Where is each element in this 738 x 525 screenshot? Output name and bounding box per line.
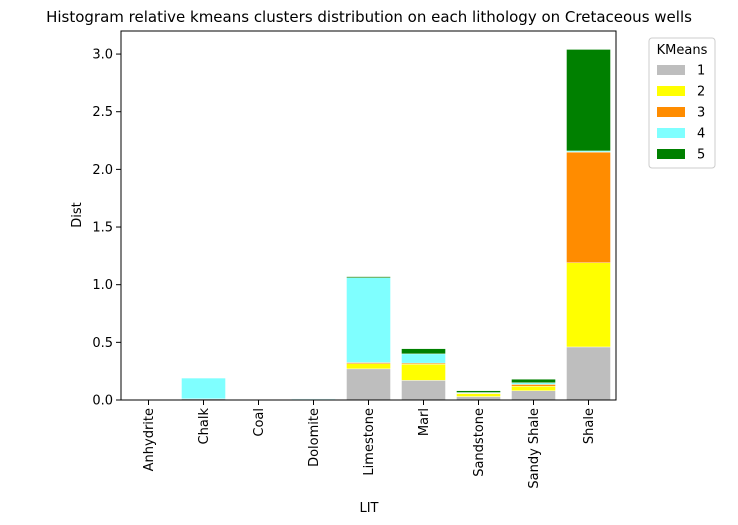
- legend-swatch-2: [657, 86, 685, 96]
- legend-items: 1 2 3 4 5: [657, 64, 705, 163]
- bar-shale-cluster-5: [566, 49, 611, 152]
- x-tick-label: Shale: [582, 408, 597, 444]
- bar-sandstone-cluster-2: [456, 393, 501, 397]
- legend-swatch-5: [657, 149, 685, 159]
- x-axis-label: LIT: [359, 501, 378, 516]
- legend-label-1: 1: [697, 64, 705, 79]
- bar-limestone-cluster-2: [346, 363, 391, 370]
- y-tick-label: 0.5: [92, 336, 113, 351]
- bar-sandy-shale-cluster-1: [511, 390, 556, 401]
- x-tick-label: Anhydrite: [142, 408, 157, 471]
- x-tick-label: Marl: [417, 408, 432, 436]
- bar-sandy-shale-cluster-2: [511, 385, 556, 391]
- legend-label-3: 3: [697, 106, 705, 121]
- bar-marl-cluster-1: [401, 380, 446, 401]
- bar-limestone-cluster-5: [346, 276, 391, 278]
- bar-chalk-cluster-4: [181, 377, 226, 400]
- legend-swatch-4: [657, 128, 685, 138]
- y-axis-label: Dist: [70, 202, 85, 228]
- x-tick-label: Dolomite: [307, 408, 322, 467]
- legend-swatch-1: [657, 65, 685, 75]
- y-tick-label: 2.0: [92, 163, 113, 178]
- bar-marl-cluster-4: [401, 353, 446, 364]
- bar-sandy-shale-cluster-5: [511, 379, 556, 383]
- bar-sandy-shale-cluster-4: [511, 382, 556, 385]
- bar-marl-cluster-2: [401, 364, 446, 381]
- x-tick-label: Chalk: [197, 408, 212, 445]
- y-tick-label: 1.0: [92, 278, 113, 293]
- y-tick-label: 0.0: [92, 394, 113, 409]
- x-tick-label: Sandstone: [472, 408, 487, 477]
- bar-shale-cluster-2: [566, 262, 611, 348]
- bar-dolomite-cluster-4: [291, 398, 336, 400]
- y-tick-label: 3.0: [92, 48, 113, 63]
- bar-sandstone-cluster-1: [456, 396, 501, 401]
- x-tick-label: Sandy Shale: [527, 408, 542, 489]
- x-tick-label: Limestone: [362, 408, 377, 476]
- x-axis: Anhydrite Chalk Coal Dolomite Limestone Marl S…: [142, 400, 597, 489]
- legend-label-4: 4: [697, 127, 705, 142]
- legend: KMeans 1 2 3 4 5: [648, 37, 716, 169]
- y-tick-label: 1.5: [92, 221, 113, 236]
- bar-shale-cluster-3: [566, 151, 611, 263]
- bar-shale-cluster-1: [566, 346, 611, 401]
- bar-limestone-cluster-4: [346, 277, 391, 363]
- x-tick-label: Coal: [252, 408, 267, 437]
- bars: [181, 49, 611, 401]
- bar-sandy-shale-cluster-3: [511, 384, 556, 387]
- bar-limestone-cluster-1: [346, 368, 391, 401]
- legend-title: KMeans: [657, 43, 708, 58]
- y-tick-label: 2.5: [92, 105, 113, 120]
- bar-marl-cluster-5: [401, 348, 446, 355]
- legend-label-5: 5: [697, 148, 705, 163]
- legend-swatch-3: [657, 107, 685, 117]
- chart-title: Histogram relative kmeans clusters distr…: [46, 8, 692, 26]
- legend-label-2: 2: [697, 85, 705, 100]
- y-axis: 0.0 0.5 1.0 1.5 2.0 2.5 3.0: [92, 48, 121, 409]
- bar-sandstone-cluster-5: [456, 390, 501, 393]
